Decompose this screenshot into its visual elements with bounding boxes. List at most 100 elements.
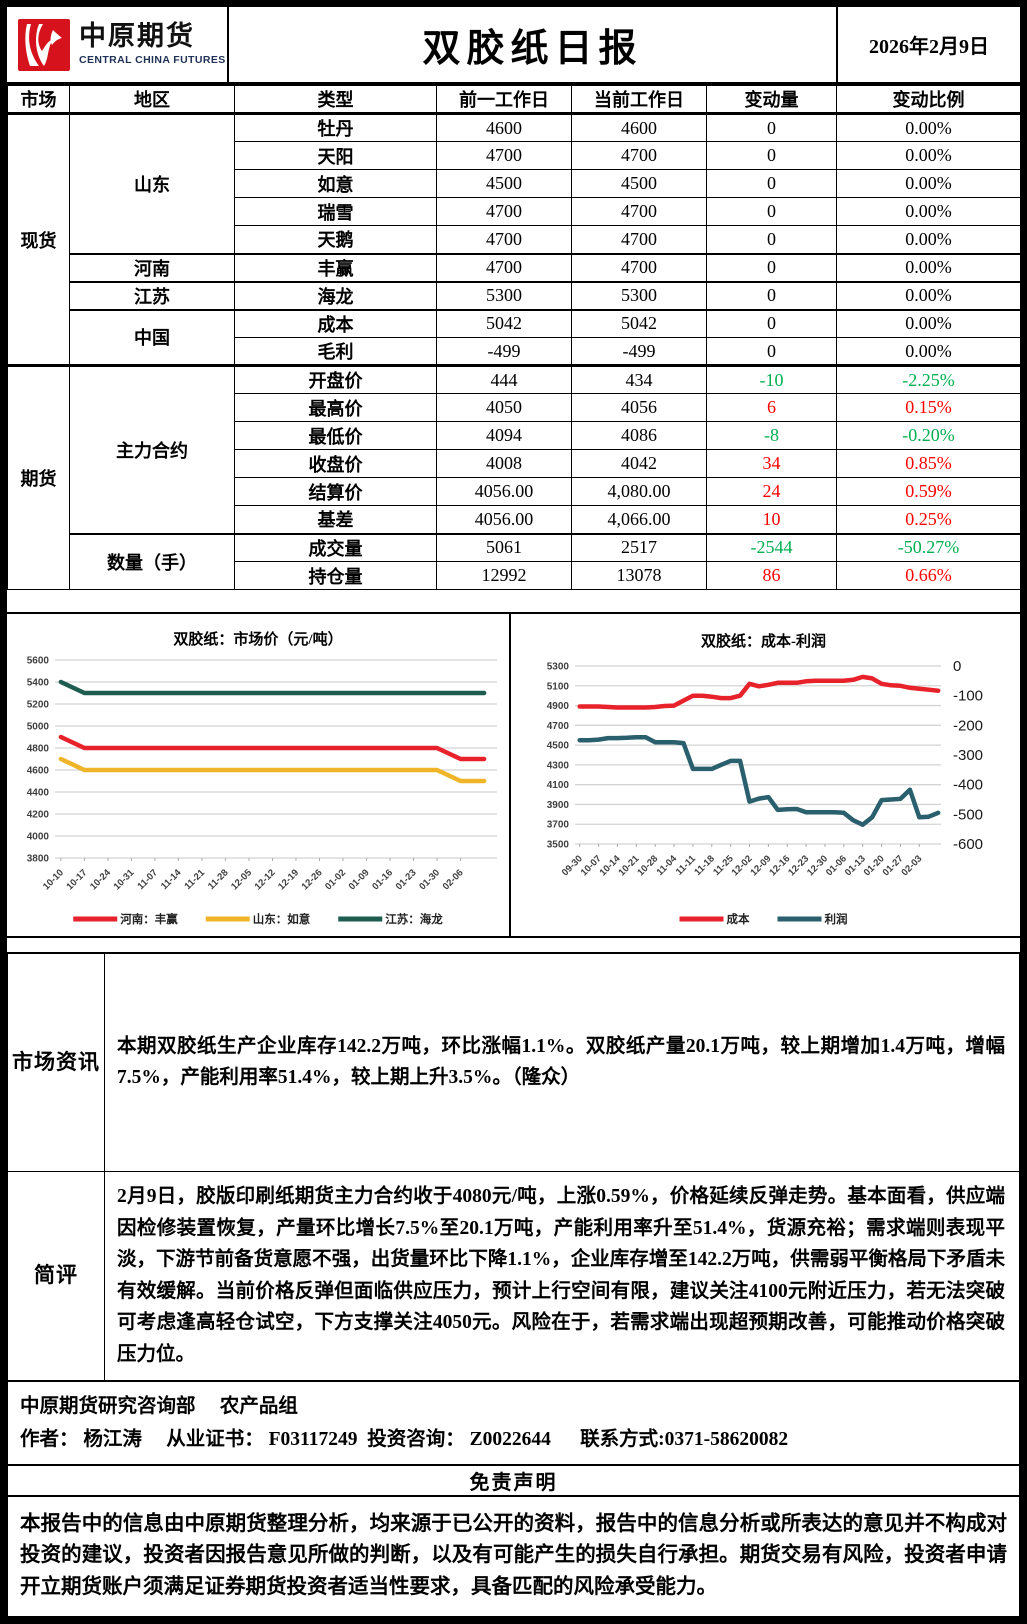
disclaimer-text: 本报告中的信息由中原期货整理分析，均来源于已公开的资料，报告中的信息分析或所表达… bbox=[7, 1495, 1020, 1617]
svg-text:3800: 3800 bbox=[27, 854, 50, 865]
type-cell: 最高价 bbox=[234, 393, 437, 422]
table-row: 天阳 4700 4700 0 0.00% bbox=[8, 141, 1021, 170]
curr-value-cell: 4056 bbox=[571, 393, 707, 422]
table-row: 数量（手） 成交量 5061 2517 -2544 -50.27% bbox=[8, 532, 1021, 590]
charts-section: 双胶纸：市场价（元/吨） 5600 5400 5200 5000 4800 4600 4400… bbox=[7, 612, 1020, 938]
market-price-chart: 双胶纸：市场价（元/吨） 5600 5400 5200 5000 4800 4600 4400… bbox=[7, 614, 511, 936]
svg-text:01-27: 01-27 bbox=[881, 853, 906, 878]
svg-text:11-18: 11-18 bbox=[692, 853, 717, 878]
svg-text:-400: -400 bbox=[953, 777, 983, 794]
svg-text:11-21: 11-21 bbox=[182, 867, 207, 892]
svg-text:-600: -600 bbox=[953, 836, 983, 853]
report-header: 中原期货 CENTRAL CHINA FUTURES 双胶纸日报 2026年2月… bbox=[7, 7, 1020, 85]
author-line: 作者： 杨江涛 从业证书： F03117249 投资咨询： Z0022644 联… bbox=[20, 1423, 1019, 1456]
author-row: 中原期货研究咨询部 农产品组 作者： 杨江涛 从业证书： F03117249 投… bbox=[7, 1380, 1020, 1466]
prev-value-cell: 5300 bbox=[436, 280, 572, 310]
region-cell: 山东 bbox=[69, 112, 235, 254]
table-row: 中国 成本 5042 5042 0 0.00% bbox=[8, 308, 1021, 366]
prev-value-cell: 4008 bbox=[436, 449, 572, 478]
svg-text:-200: -200 bbox=[953, 717, 983, 734]
disclaimer-title: 免责声明 bbox=[7, 1464, 1020, 1497]
table-row: 天鹅 4700 4700 0 0.00% bbox=[8, 225, 1021, 254]
svg-text:3900: 3900 bbox=[547, 800, 570, 811]
svg-text:5600: 5600 bbox=[27, 656, 50, 667]
svg-text:成本: 成本 bbox=[727, 912, 750, 926]
svg-text:12-09: 12-09 bbox=[749, 853, 774, 878]
type-cell: 持仓量 bbox=[234, 561, 437, 590]
svg-text:01-06: 01-06 bbox=[824, 853, 849, 878]
change-cell: 24 bbox=[706, 477, 837, 506]
svg-text:12-12: 12-12 bbox=[253, 867, 278, 892]
change-pct-cell: 0.00% bbox=[836, 197, 1021, 226]
change-cell: 0 bbox=[706, 169, 837, 198]
company-logo-icon bbox=[18, 18, 70, 71]
col-market: 市场 bbox=[7, 85, 70, 115]
svg-text:12-16: 12-16 bbox=[767, 853, 792, 878]
curr-value-cell: 4600 bbox=[571, 112, 707, 142]
svg-text:02-06: 02-06 bbox=[441, 867, 466, 892]
svg-text:11-14: 11-14 bbox=[159, 867, 184, 892]
curr-value-cell: -499 bbox=[571, 337, 707, 366]
type-cell: 海龙 bbox=[234, 280, 437, 310]
report-title: 双胶纸日报 bbox=[229, 7, 838, 82]
svg-text:4400: 4400 bbox=[27, 788, 50, 799]
change-pct-cell: -2.25% bbox=[836, 364, 1021, 394]
prev-value-cell: 4600 bbox=[436, 112, 572, 142]
market-cell: 现货 bbox=[7, 112, 70, 366]
svg-text:01-13: 01-13 bbox=[843, 853, 868, 878]
table-row: 江苏 海龙 5300 5300 0 0.00% bbox=[8, 280, 1021, 310]
cost-profit-chart: 双胶纸：成本-利润 5300 5100 4900 4700 4500 4300 4100 390… bbox=[511, 614, 1020, 936]
svg-text:12-05: 12-05 bbox=[229, 867, 254, 892]
svg-text:01-30: 01-30 bbox=[417, 867, 442, 892]
author-name: 作者： 杨江涛 bbox=[20, 1429, 142, 1450]
svg-text:江苏：海龙: 江苏：海龙 bbox=[385, 912, 443, 926]
svg-text:01-09: 01-09 bbox=[347, 867, 372, 892]
section-gap bbox=[7, 938, 1020, 952]
svg-text:5200: 5200 bbox=[27, 700, 50, 711]
logo-english-name: CENTRAL CHINA FUTURES bbox=[79, 54, 226, 67]
col-type: 类型 bbox=[234, 85, 437, 115]
change-pct-cell: 0.66% bbox=[836, 561, 1021, 590]
change-cell: 0 bbox=[706, 112, 837, 142]
svg-text:0: 0 bbox=[953, 658, 961, 675]
svg-text:双胶纸：市场价（元/吨）: 双胶纸：市场价（元/吨） bbox=[173, 630, 342, 648]
change-pct-cell: -50.27% bbox=[836, 532, 1021, 562]
region-cell: 江苏 bbox=[69, 280, 235, 310]
svg-text:4500: 4500 bbox=[547, 741, 570, 752]
change-pct-cell: 0.25% bbox=[836, 505, 1021, 534]
advisory-number: 投资咨询： Z0022644 bbox=[367, 1429, 551, 1450]
svg-text:-500: -500 bbox=[953, 806, 983, 823]
table-row: 瑞雪 4700 4700 0 0.00% bbox=[8, 197, 1021, 226]
change-cell: 0 bbox=[706, 141, 837, 170]
type-cell: 成本 bbox=[234, 308, 437, 338]
prev-value-cell: -499 bbox=[436, 337, 572, 366]
type-cell: 结算价 bbox=[234, 477, 437, 506]
prev-value-cell: 444 bbox=[436, 364, 572, 394]
svg-text:02-03: 02-03 bbox=[899, 853, 924, 878]
change-cell: 0 bbox=[706, 252, 837, 282]
table-row: 现货 山东 牡丹 4600 4600 0 0.00% bbox=[7, 112, 1021, 366]
change-pct-cell: 0.00% bbox=[836, 225, 1021, 254]
type-cell: 成交量 bbox=[234, 532, 437, 562]
prev-value-cell: 4700 bbox=[436, 141, 572, 170]
curr-value-cell: 434 bbox=[571, 364, 707, 394]
market-info-row: 市场资讯 本期双胶纸生产企业库存142.2万吨，环比涨幅1.1%。双胶纸产量20… bbox=[7, 952, 1020, 1172]
table-row: 最高价 4050 4056 6 0.15% bbox=[8, 393, 1021, 422]
svg-text:双胶纸：成本-利润: 双胶纸：成本-利润 bbox=[701, 632, 826, 650]
type-cell: 最低价 bbox=[234, 421, 437, 450]
prev-value-cell: 4700 bbox=[436, 252, 572, 282]
svg-text:河南：丰赢: 河南：丰赢 bbox=[120, 912, 178, 926]
table-row: 结算价 4056.00 4,080.00 24 0.59% bbox=[8, 477, 1021, 506]
curr-value-cell: 4500 bbox=[571, 169, 707, 198]
type-cell: 天鹅 bbox=[234, 225, 437, 254]
change-pct-cell: 0.00% bbox=[836, 252, 1021, 282]
table-row: 河南 丰赢 4700 4700 0 0.00% bbox=[8, 252, 1021, 282]
table-row: 持仓量 12992 13078 86 0.66% bbox=[8, 561, 1021, 590]
svg-text:12-19: 12-19 bbox=[276, 867, 301, 892]
prev-value-cell: 4056.00 bbox=[436, 477, 572, 506]
department-line: 中原期货研究咨询部 农产品组 bbox=[20, 1395, 298, 1417]
change-cell: 34 bbox=[706, 449, 837, 478]
curr-value-cell: 4700 bbox=[571, 197, 707, 226]
svg-text:10-17: 10-17 bbox=[65, 867, 90, 892]
